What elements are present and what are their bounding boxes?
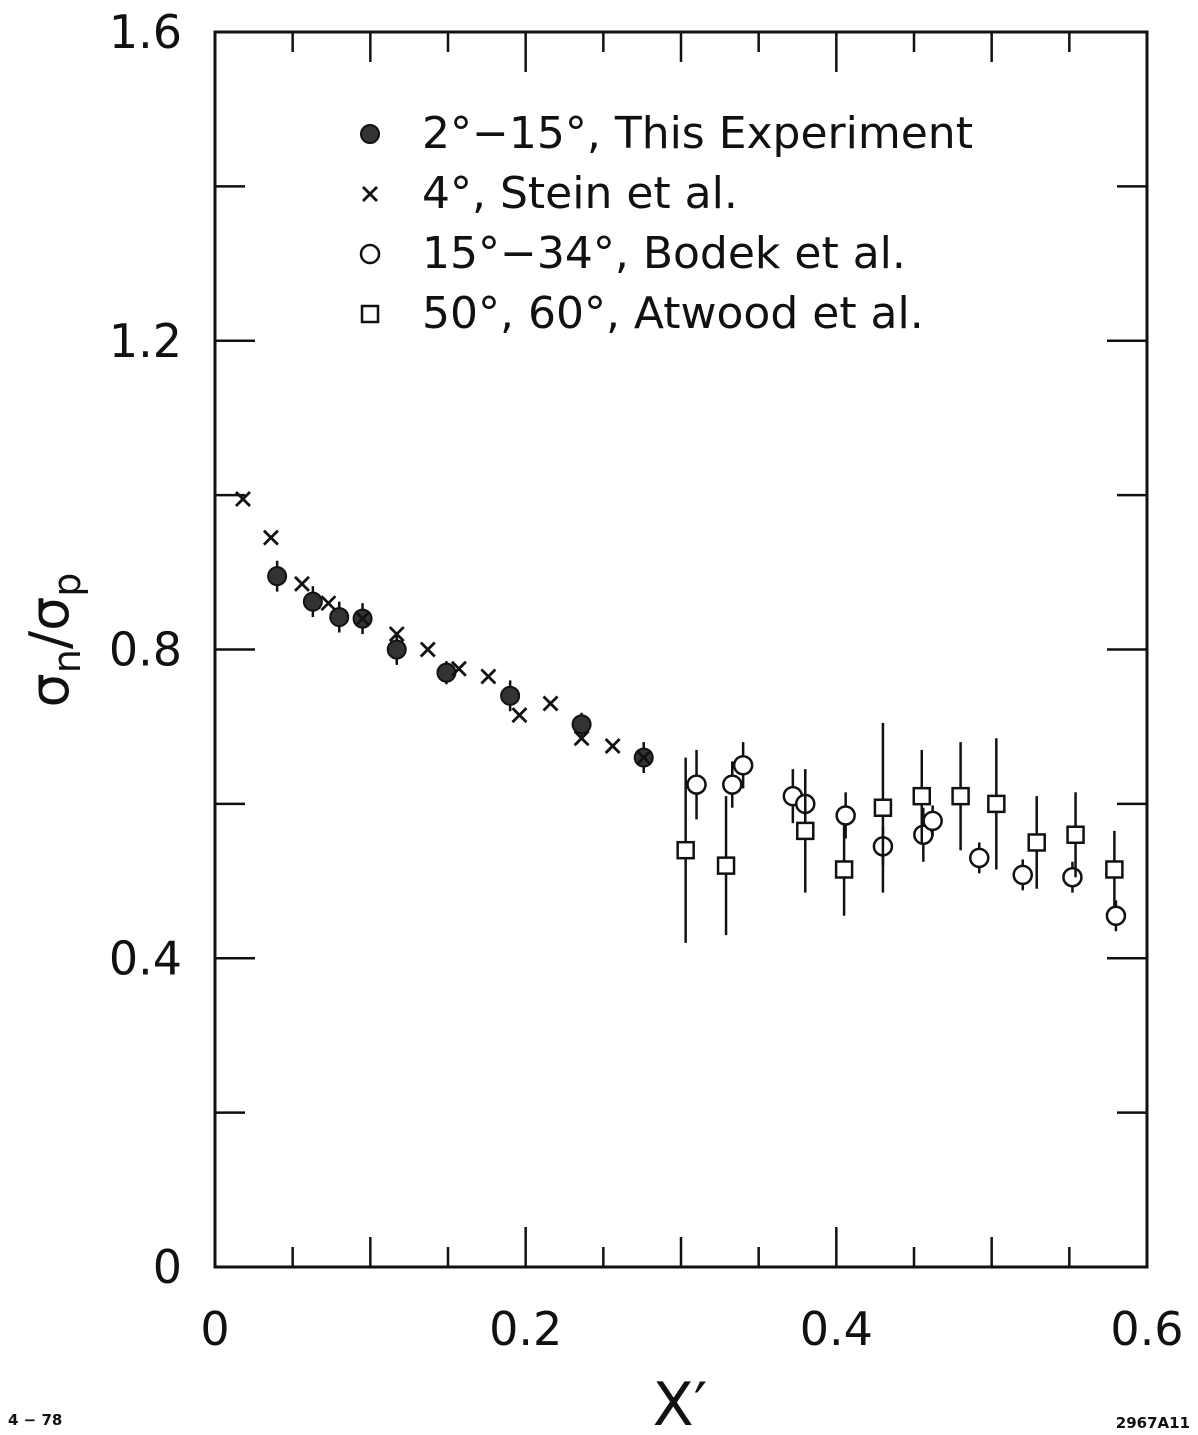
legend-label: 4°, Stein et al.: [422, 168, 738, 219]
data-point-filled-circle: [267, 566, 288, 587]
data-point-cross: [511, 707, 528, 724]
x-tick-label: 0.2: [489, 1302, 562, 1356]
data-point-open-circle: [922, 810, 943, 832]
cross-stroke: [419, 641, 436, 658]
cross-stroke: [262, 529, 279, 546]
legend-label: 2°−15°, This Experiment: [422, 108, 973, 159]
data-point-cross: [419, 641, 436, 658]
series-open-square: [676, 722, 1124, 943]
data-point-open-square: [987, 794, 1006, 814]
data-point-cross: [480, 668, 497, 685]
data-point-cross: [320, 595, 337, 612]
y-axis-title-sub-n: n: [45, 649, 89, 673]
data-point-open-square: [716, 856, 736, 875]
legend-marker-open-circle: [359, 243, 381, 265]
data-point-cross: [604, 737, 621, 754]
data-point-filled-circle: [436, 662, 457, 683]
data-point-filled-circle: [329, 607, 350, 628]
data-point-open-circle: [835, 805, 856, 826]
data-point-filled-circle: [386, 639, 407, 660]
y-tick-label: 0.4: [109, 931, 182, 985]
cross-stroke: [542, 695, 559, 712]
data-point-cross: [354, 610, 371, 627]
data-point-cross: [388, 626, 405, 643]
x-tick-label: 0.4: [800, 1302, 873, 1356]
series-cross: [234, 490, 652, 766]
x-tick-label: 0: [200, 1302, 229, 1356]
legend-marker-filled-circle: [360, 124, 380, 144]
legend-label: 50°, 60°, Atwood et al.: [422, 288, 924, 339]
data-point-open-circle: [1012, 864, 1033, 886]
data-marks: [234, 490, 1127, 943]
figure-note-right: 2967A11: [1116, 1414, 1190, 1432]
cross-stroke: [635, 749, 652, 766]
data-point-open-circle: [732, 755, 754, 776]
data-point-filled-circle: [500, 685, 521, 706]
cross-stroke: [362, 186, 378, 202]
y-axis-title-sigma-p: σ: [18, 597, 81, 631]
cross-stroke: [320, 595, 337, 612]
cross-stroke: [573, 730, 590, 747]
data-point-open-square: [796, 821, 815, 841]
data-point-open-square: [834, 860, 854, 879]
y-tick-label: 1.6: [109, 5, 182, 59]
data-point-open-circle: [1062, 866, 1083, 888]
y-axis-title-sub-p: p: [45, 573, 89, 597]
data-point-open-circle: [968, 847, 990, 869]
y-tick-label: 1.2: [109, 314, 182, 368]
legend-marker-open-square: [360, 304, 380, 324]
data-point-cross: [635, 749, 652, 766]
data-point-cross: [293, 575, 310, 592]
x-tick-labels: 0 0.2 0.4 0.6: [200, 1302, 1183, 1356]
y-axis-title-slash: /: [18, 630, 81, 649]
cross-stroke: [234, 490, 251, 507]
data-point-open-circle: [722, 774, 743, 795]
data-point-open-square: [1105, 860, 1124, 879]
cross-stroke: [354, 610, 371, 627]
data-point-cross: [573, 730, 590, 747]
cross-stroke: [450, 660, 467, 677]
data-point-open-square: [1066, 825, 1085, 844]
legend: 2°−15°, This Experiment 4°, Stein et al. 1…: [359, 108, 973, 339]
cross-stroke: [480, 668, 497, 685]
y-tick-labels: 0 0.4 0.8 1.2 1.6: [109, 5, 182, 1294]
y-axis-title: σn/σp: [18, 573, 89, 708]
cross-stroke: [604, 737, 621, 754]
data-point-filled-circle: [571, 714, 592, 735]
data-point-cross: [234, 490, 251, 507]
x-tick-label: 0.6: [1110, 1302, 1183, 1356]
data-point-cross: [542, 695, 559, 712]
data-point-cross: [262, 529, 279, 546]
legend-marker-cross: [362, 186, 378, 202]
y-axis-title-sigma-n: σ: [18, 673, 81, 707]
axis-ticks: [213, 30, 1149, 1269]
y-tick-label: 0.8: [109, 623, 182, 677]
data-point-open-square: [873, 798, 893, 817]
cross-stroke: [511, 707, 528, 724]
data-point-open-square: [1027, 833, 1046, 852]
legend-label: 15°−34°, Bodek et al.: [422, 228, 906, 279]
cross-stroke: [388, 626, 405, 643]
data-point-open-circle: [1105, 905, 1127, 927]
y-tick-label: 0: [153, 1240, 182, 1294]
data-point-filled-circle: [302, 591, 323, 612]
figure-note-left: 4 − 78: [8, 1411, 62, 1429]
x-axis-title: X′: [653, 1370, 708, 1435]
data-point-open-square: [951, 786, 970, 806]
data-point-open-square: [676, 840, 695, 860]
cross-stroke: [293, 575, 310, 592]
data-point-open-square: [912, 786, 932, 806]
data-point-open-circle: [686, 774, 707, 795]
data-point-cross: [450, 660, 467, 677]
series-open-circle: [686, 742, 1127, 932]
